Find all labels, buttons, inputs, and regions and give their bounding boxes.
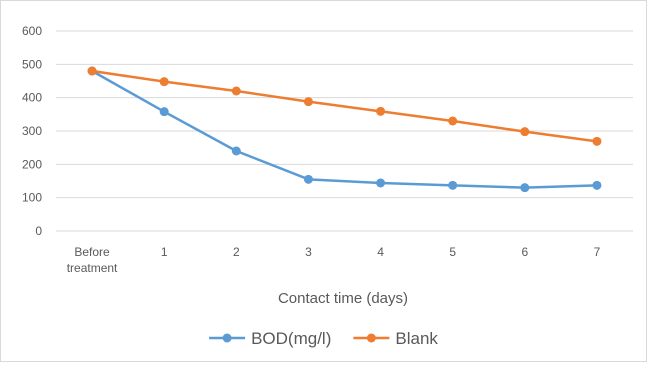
data-point (520, 127, 530, 137)
x-tick-label: 3 (305, 245, 312, 259)
data-point (303, 174, 313, 184)
legend-label: Blank (395, 329, 438, 348)
y-axis-tick-labels: 0 100 200 300 400 500 600 (22, 24, 42, 238)
data-point (231, 146, 241, 156)
data-point (159, 77, 169, 87)
x-tick-label: 1 (161, 245, 168, 259)
y-tick-label: 300 (22, 124, 42, 138)
series-bod (87, 66, 602, 193)
legend: BOD(mg/l) Blank (209, 329, 438, 348)
series-line (91, 69, 598, 143)
series-line (91, 69, 597, 189)
legend-marker (366, 333, 376, 343)
legend-item: Blank (353, 329, 438, 348)
x-axis-label: Contact time (days) (278, 290, 408, 307)
y-tick-label: 400 (22, 91, 42, 105)
legend-label: BOD(mg/l) (251, 329, 331, 348)
data-point (592, 136, 602, 146)
x-tick-label: 7 (594, 245, 601, 259)
y-tick-label: 200 (22, 157, 42, 171)
data-point (159, 107, 169, 117)
x-axis-tick-labels: Before treatment 1 2 3 4 5 6 7 (67, 245, 601, 275)
data-point (448, 180, 458, 190)
legend-item: BOD(mg/l) (209, 329, 331, 348)
y-tick-label: 600 (22, 24, 42, 38)
x-tick-label: Before treatment (67, 245, 118, 275)
y-tick-label: 0 (35, 224, 42, 238)
y-tick-label: 100 (22, 191, 42, 205)
data-point (592, 180, 602, 190)
y-tick-label: 500 (22, 57, 42, 71)
data-series (87, 66, 602, 193)
data-point (231, 86, 241, 96)
data-point (448, 116, 458, 126)
data-point (520, 183, 530, 193)
data-point (303, 97, 313, 107)
gridlines (56, 30, 633, 232)
data-point (376, 106, 386, 116)
legend-marker (222, 333, 232, 343)
series-blank (87, 66, 602, 146)
x-tick-label: 5 (449, 245, 456, 259)
data-point (87, 66, 97, 76)
x-tick-label: 4 (377, 245, 384, 259)
x-tick-label: 6 (521, 245, 528, 259)
x-tick-label: 2 (233, 245, 240, 259)
data-point (376, 178, 386, 188)
